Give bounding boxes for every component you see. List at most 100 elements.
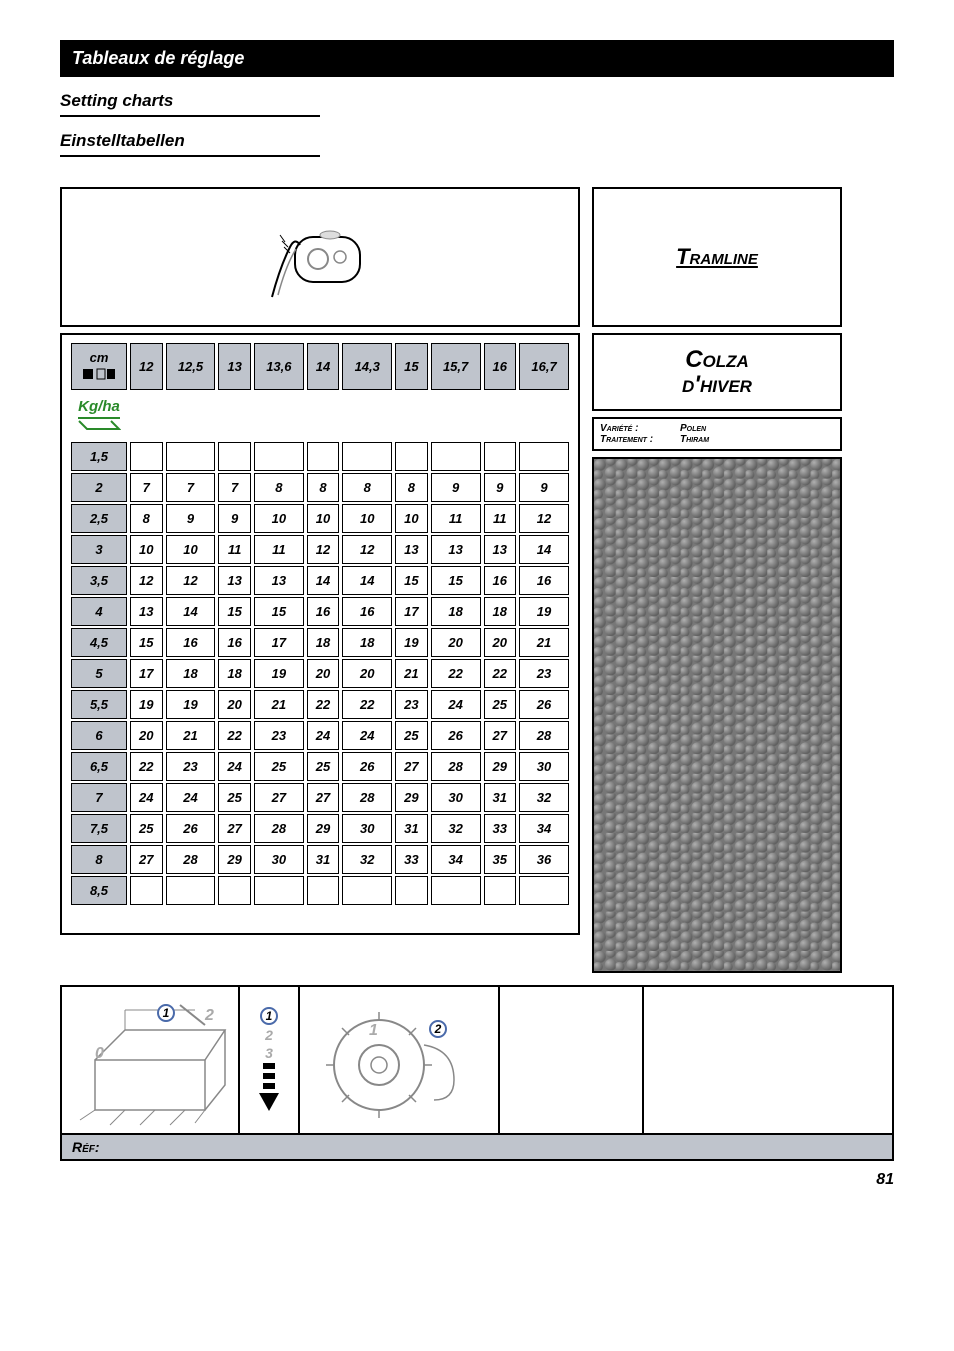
table-cell: 22	[130, 752, 163, 781]
row-header: 3,5	[71, 566, 127, 595]
table-cell: 19	[395, 628, 428, 657]
row-header: 5	[71, 659, 127, 688]
table-cell: 28	[342, 783, 392, 812]
column-header: 15,7	[431, 343, 481, 390]
table-cell: 24	[431, 690, 481, 719]
table-cell: 25	[307, 752, 340, 781]
diagram-3: 1 2	[300, 985, 500, 1135]
table-cell: 28	[519, 721, 569, 750]
table-cell: 13	[254, 566, 304, 595]
table-cell: 32	[519, 783, 569, 812]
column-header: 16	[484, 343, 517, 390]
kgha-cell: Kg/ha	[71, 392, 127, 440]
table-cell: 9	[431, 473, 481, 502]
table-cell: 21	[519, 628, 569, 657]
row-header: 2	[71, 473, 127, 502]
table-cell: 21	[166, 721, 216, 750]
table-cell: 16	[218, 628, 251, 657]
table-cell: 29	[218, 845, 251, 874]
table-cell: 29	[484, 752, 517, 781]
table-cell: 10	[166, 535, 216, 564]
table-cell: 20	[130, 721, 163, 750]
table-cell: 27	[218, 814, 251, 843]
diagram-row: 0 1 2 1 2 3	[60, 985, 894, 1135]
table-cell: 10	[307, 504, 340, 533]
column-header: 14,3	[342, 343, 392, 390]
table-cell: 12	[519, 504, 569, 533]
table-cell: 24	[342, 721, 392, 750]
table-cell: 36	[519, 845, 569, 874]
table-cell: 19	[166, 690, 216, 719]
corner-cell: cm	[71, 343, 127, 390]
table-cell: 20	[342, 659, 392, 688]
table-cell: 33	[484, 814, 517, 843]
table-cell: 15	[254, 597, 304, 626]
table-cell: 7	[130, 473, 163, 502]
table-cell: 15	[130, 628, 163, 657]
table-cell: 18	[166, 659, 216, 688]
table-cell	[218, 442, 251, 471]
row-header: 4	[71, 597, 127, 626]
table-cell	[431, 876, 481, 905]
table-cell	[218, 876, 251, 905]
table-cell: 26	[519, 690, 569, 719]
table-cell: 25	[484, 690, 517, 719]
table-cell: 21	[254, 690, 304, 719]
table-cell: 10	[254, 504, 304, 533]
row-header: 8	[71, 845, 127, 874]
table-cell	[130, 876, 163, 905]
table-cell: 13	[395, 535, 428, 564]
table-cell: 33	[395, 845, 428, 874]
table-cell: 27	[395, 752, 428, 781]
table-cell: 30	[254, 845, 304, 874]
table-cell: 26	[166, 814, 216, 843]
diagram-empty-2	[644, 985, 894, 1135]
arrow-down-icon	[259, 1063, 279, 1113]
table-cell: 9	[166, 504, 216, 533]
table-cell: 18	[307, 628, 340, 657]
table-cell: 16	[166, 628, 216, 657]
table-cell: 27	[484, 721, 517, 750]
table-cell: 34	[431, 845, 481, 874]
table-cell: 30	[342, 814, 392, 843]
table-cell: 18	[484, 597, 517, 626]
table-cell	[307, 442, 340, 471]
table-cell: 23	[254, 721, 304, 750]
table-cell: 7	[166, 473, 216, 502]
row-header: 7,5	[71, 814, 127, 843]
column-header: 12	[130, 343, 163, 390]
table-cell	[395, 442, 428, 471]
svg-text:0: 0	[95, 1045, 104, 1062]
table-cell: 8	[254, 473, 304, 502]
table-cell: 16	[519, 566, 569, 595]
table-cell: 31	[395, 814, 428, 843]
table-cell: 17	[254, 628, 304, 657]
seeder-illustration-box	[60, 187, 580, 327]
tramline-box: Tramline	[592, 187, 842, 327]
ref-bar: Réf:	[60, 1135, 894, 1161]
table-cell: 10	[395, 504, 428, 533]
table-cell: 31	[307, 845, 340, 874]
row-header: 6	[71, 721, 127, 750]
table-cell: 10	[130, 535, 163, 564]
table-cell: 22	[431, 659, 481, 688]
table-cell: 10	[342, 504, 392, 533]
table-cell: 28	[166, 845, 216, 874]
table-cell: 20	[484, 628, 517, 657]
table-cell	[342, 876, 392, 905]
table-cell: 35	[484, 845, 517, 874]
table-cell	[519, 442, 569, 471]
table-cell	[395, 876, 428, 905]
table-cell: 12	[342, 535, 392, 564]
diagram2-circle: 1	[260, 1007, 278, 1025]
table-cell: 26	[342, 752, 392, 781]
svg-text:1: 1	[369, 1022, 378, 1039]
page-number: 81	[60, 1161, 894, 1189]
table-cell	[519, 876, 569, 905]
table-cell: 14	[166, 597, 216, 626]
table-cell: 28	[431, 752, 481, 781]
table-cell: 18	[431, 597, 481, 626]
table-cell: 27	[254, 783, 304, 812]
table-cell: 24	[218, 752, 251, 781]
row-header: 1,5	[71, 442, 127, 471]
